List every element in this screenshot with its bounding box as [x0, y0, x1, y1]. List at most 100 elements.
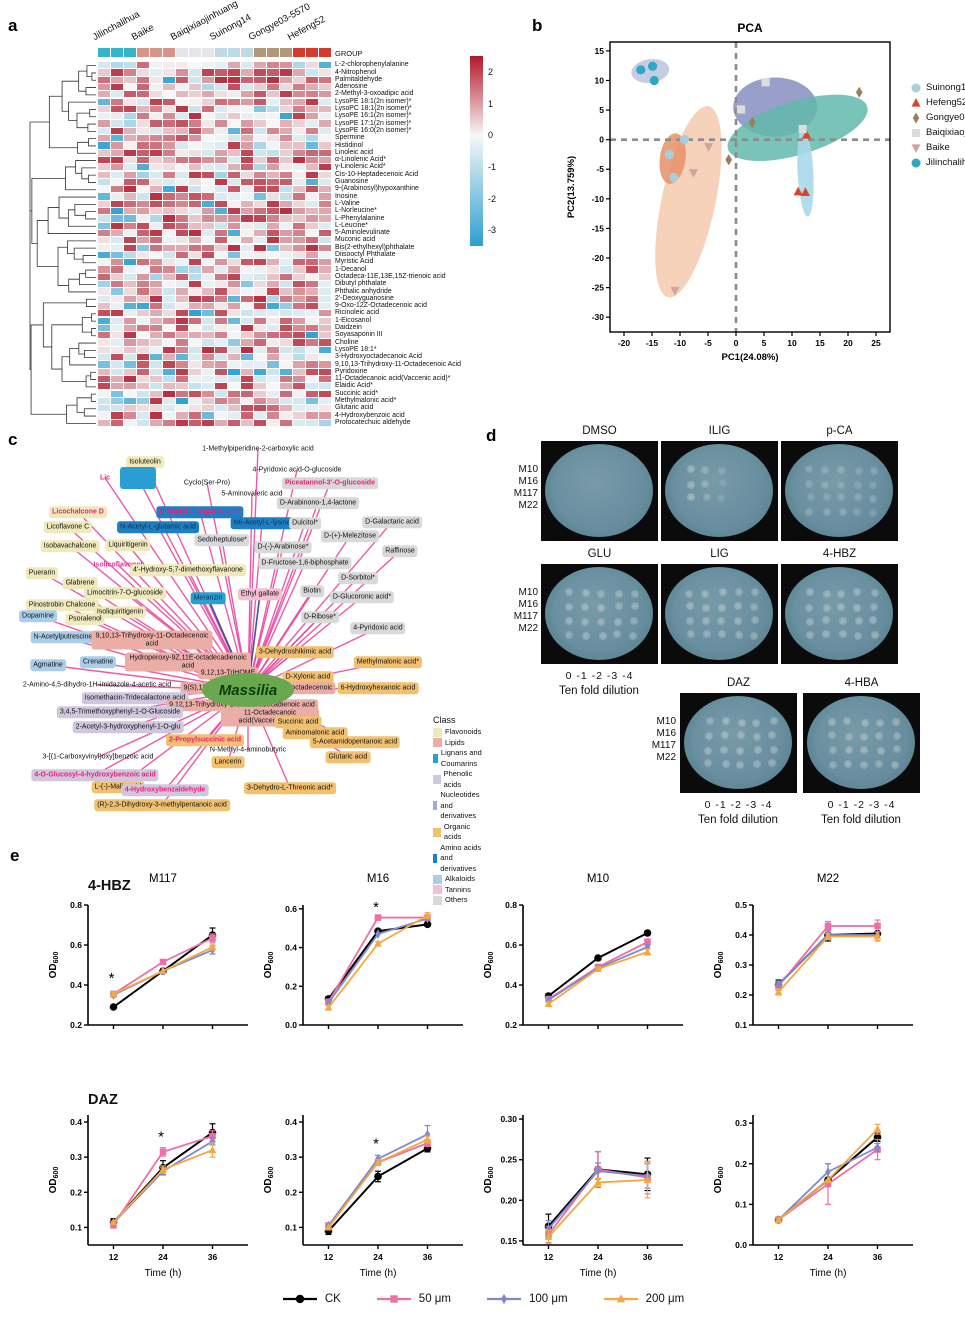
heatmap-row-label: LysoPE 16:1(2n isomer)*	[335, 112, 412, 120]
heatmap-cell	[189, 62, 201, 69]
heatmap-cell	[137, 215, 149, 222]
network-node: Dulcitol*	[289, 517, 321, 529]
heatmap-cell	[293, 149, 305, 156]
triangle-marker	[374, 939, 382, 947]
heatmap-cell	[202, 164, 214, 171]
heatmap-cell	[98, 208, 110, 215]
heatmap-cell	[124, 222, 136, 229]
heatmap-cell	[176, 383, 188, 390]
heatmap-cell	[98, 273, 110, 280]
heatmap-cell	[124, 397, 136, 405]
heatmap-row-label: Elaidic Acid*	[335, 382, 373, 390]
colony-spot	[686, 465, 695, 474]
heatmap-cell	[124, 383, 136, 390]
heatmap-cell	[267, 397, 279, 405]
heatmap-cell	[163, 383, 175, 390]
agar-surface	[552, 573, 646, 653]
square-marker	[390, 1295, 398, 1303]
heatmap-cell	[137, 164, 149, 171]
heatmap-cell	[163, 193, 175, 200]
heatmap-cell	[319, 383, 331, 390]
colony-spot	[837, 465, 846, 474]
heatmap-cell	[189, 83, 201, 91]
svg-text:OD600: OD600	[483, 952, 495, 979]
heatmap-cell	[254, 120, 266, 127]
network-node: Isomethacin-Tridecalactone acid	[81, 692, 189, 704]
colony-spot	[721, 716, 730, 725]
heatmap-cell	[111, 361, 123, 368]
triangle-marker	[159, 966, 167, 975]
heatmap-cell	[293, 405, 305, 412]
network-node: D-(+)-Melezitose	[321, 530, 379, 542]
heatmap-cell	[254, 142, 266, 149]
svg-text:-15: -15	[646, 338, 659, 348]
colony-spot	[720, 730, 729, 739]
heatmap-cell	[241, 127, 253, 134]
heatmap-cell	[319, 405, 331, 412]
heatmap-cell	[280, 105, 292, 113]
heatmap-cell	[98, 259, 110, 266]
heatmap-cell	[241, 405, 253, 412]
heatmap-cell	[293, 229, 305, 237]
group-strip-cell	[280, 48, 292, 57]
heatmap-cell	[124, 113, 136, 120]
heatmap-cell	[319, 69, 331, 76]
svg-text:10: 10	[595, 75, 605, 85]
heatmap-cell	[150, 83, 162, 91]
heatmap-row-label: L-Leucine*	[335, 221, 368, 229]
heatmap-cell	[189, 120, 201, 127]
heatmap-cell	[319, 76, 331, 83]
heatmap-cell	[267, 186, 279, 193]
heatmap-cell	[267, 178, 279, 186]
heatmap-cell	[254, 186, 266, 193]
heatmap-cell	[202, 186, 214, 193]
triangle-marker	[423, 1135, 432, 1143]
heatmap-cell	[137, 324, 149, 332]
svg-text:0.15: 0.15	[500, 1236, 517, 1246]
growth-chart-daz_m16: 0.1 0.2 0.3 0.4 12 24 36 Time (h) OD600 *	[263, 1115, 463, 1279]
heatmap-cell	[319, 208, 331, 215]
diamond-marker	[855, 86, 863, 98]
heatmap-cell	[280, 171, 292, 178]
heatmap-cell	[267, 302, 279, 310]
network-node: 4-O-Glucosyl-4-hydroxybenzoic acid	[31, 769, 159, 781]
colony-spot	[700, 466, 709, 475]
heatmap-cell	[111, 113, 123, 120]
square-marker	[798, 124, 807, 134]
heatmap-colorbar	[470, 56, 483, 246]
heatmap-cell	[254, 281, 266, 288]
heatmap-cell	[124, 375, 136, 383]
heatmap-row-label: Myristic Acid	[335, 258, 374, 266]
heatmap-cell	[124, 339, 136, 346]
colony-spot	[892, 731, 901, 740]
heatmap-cell	[176, 237, 188, 244]
heatmap-cell	[228, 281, 240, 288]
group-strip-cell	[267, 48, 279, 57]
network-node: Sedoheptulose*	[194, 534, 250, 546]
heatmap-cell	[241, 332, 253, 339]
colony-spot	[630, 602, 639, 611]
heatmap-cell	[202, 149, 214, 156]
growth-chart-daz_m22: 0.0 0.1 0.2 0.3 12 24 36 Time (h) OD600	[713, 1115, 913, 1279]
heatmap-cell	[267, 266, 279, 273]
diamond-marker	[545, 1223, 552, 1234]
heatmap-cell	[163, 419, 175, 426]
colony-spot	[869, 508, 878, 517]
pca-legend-item: Baiqixiaojinhuang	[910, 125, 965, 140]
growth-legend-item: 200 μm	[602, 1292, 684, 1306]
heatmap-cell	[189, 113, 201, 120]
dish-title: 4-HBZ	[822, 548, 857, 560]
heatmap-cell	[267, 339, 279, 346]
network-node: Isolicoflavonol	[93, 561, 143, 569]
heatmap-cell	[176, 91, 188, 98]
heatmap-cell	[293, 200, 305, 207]
heatmap-cell	[241, 354, 253, 361]
heatmap-cell	[98, 251, 110, 259]
heatmap-cell	[280, 244, 292, 251]
colorbar-tick: 0	[488, 130, 494, 141]
heatmap-cell	[267, 273, 279, 280]
heatmap-cell	[163, 237, 175, 244]
heatmap-cell	[215, 405, 227, 412]
square-marker	[824, 1180, 832, 1188]
heatmap-cell	[319, 390, 331, 397]
